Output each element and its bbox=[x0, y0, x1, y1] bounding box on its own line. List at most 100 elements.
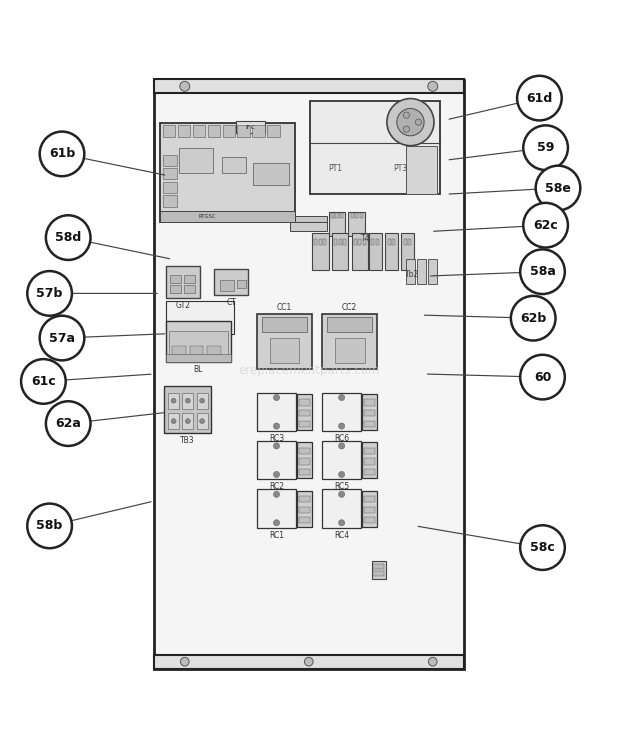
Bar bbox=[360, 212, 363, 218]
Circle shape bbox=[46, 215, 91, 260]
Bar bbox=[362, 442, 377, 478]
Bar bbox=[172, 346, 186, 355]
Bar bbox=[163, 168, 177, 180]
Bar bbox=[385, 233, 398, 270]
Circle shape bbox=[273, 423, 280, 429]
Text: GT2: GT2 bbox=[176, 301, 191, 310]
Circle shape bbox=[180, 657, 189, 666]
Bar bbox=[223, 126, 235, 137]
Bar bbox=[163, 195, 177, 206]
Circle shape bbox=[523, 126, 568, 170]
Bar bbox=[190, 346, 203, 355]
Bar bbox=[163, 126, 175, 137]
Circle shape bbox=[339, 520, 345, 526]
Bar bbox=[163, 182, 177, 193]
Bar bbox=[335, 212, 339, 218]
Bar bbox=[322, 393, 361, 431]
Bar bbox=[358, 239, 361, 245]
Bar bbox=[406, 260, 415, 284]
Bar bbox=[352, 233, 368, 270]
Bar bbox=[299, 517, 310, 524]
Text: RTGSC: RTGSC bbox=[198, 214, 216, 219]
Bar bbox=[154, 79, 464, 669]
Bar bbox=[208, 126, 220, 137]
Bar bbox=[236, 121, 265, 133]
Circle shape bbox=[403, 112, 409, 118]
Circle shape bbox=[40, 316, 84, 361]
Bar bbox=[364, 410, 375, 416]
Bar bbox=[331, 212, 334, 218]
Bar bbox=[371, 239, 374, 245]
Bar bbox=[166, 266, 200, 298]
Text: 58c: 58c bbox=[530, 541, 555, 554]
Bar bbox=[364, 420, 375, 426]
Bar bbox=[340, 212, 343, 218]
Circle shape bbox=[185, 398, 190, 403]
Text: 58a: 58a bbox=[529, 266, 556, 278]
Bar bbox=[297, 394, 312, 430]
Text: 61c: 61c bbox=[31, 375, 56, 388]
Bar bbox=[363, 239, 366, 245]
Bar bbox=[154, 79, 464, 94]
Circle shape bbox=[273, 443, 280, 449]
Circle shape bbox=[428, 82, 438, 91]
Bar bbox=[354, 239, 357, 245]
Bar bbox=[214, 269, 248, 295]
Bar bbox=[237, 126, 250, 137]
Circle shape bbox=[27, 503, 72, 548]
Bar bbox=[373, 571, 384, 576]
Text: CC1: CC1 bbox=[277, 302, 292, 311]
Bar bbox=[373, 564, 384, 569]
Bar bbox=[257, 489, 296, 528]
Bar bbox=[355, 212, 358, 218]
Bar bbox=[299, 469, 310, 475]
Bar bbox=[322, 489, 361, 528]
Text: PT3: PT3 bbox=[393, 164, 407, 173]
Bar bbox=[184, 275, 195, 283]
Text: BL: BL bbox=[193, 364, 203, 373]
Bar bbox=[160, 123, 295, 222]
Text: 62b: 62b bbox=[520, 312, 546, 325]
Circle shape bbox=[511, 296, 556, 340]
Circle shape bbox=[520, 249, 565, 294]
Text: IFC: IFC bbox=[246, 125, 255, 129]
Circle shape bbox=[339, 471, 345, 477]
Bar bbox=[253, 163, 289, 185]
Text: 57a: 57a bbox=[49, 331, 75, 345]
Bar bbox=[257, 393, 296, 431]
Bar bbox=[299, 496, 310, 503]
Bar bbox=[376, 239, 379, 245]
Bar bbox=[335, 338, 365, 363]
Circle shape bbox=[185, 419, 190, 423]
Text: T4: T4 bbox=[361, 234, 371, 243]
Circle shape bbox=[536, 165, 580, 210]
Text: 59: 59 bbox=[537, 141, 554, 154]
Bar bbox=[169, 331, 228, 358]
Bar bbox=[270, 338, 299, 363]
Bar bbox=[417, 260, 426, 284]
Circle shape bbox=[387, 99, 434, 146]
Bar bbox=[401, 233, 414, 270]
Bar bbox=[327, 317, 372, 332]
Bar bbox=[323, 239, 326, 245]
Text: 58b: 58b bbox=[37, 519, 63, 533]
Bar bbox=[299, 410, 310, 416]
Text: 62a: 62a bbox=[55, 417, 81, 430]
Bar bbox=[362, 491, 377, 527]
Bar bbox=[197, 393, 208, 408]
Text: RC4: RC4 bbox=[334, 530, 349, 540]
Bar bbox=[207, 346, 221, 355]
Bar bbox=[364, 469, 375, 475]
Bar bbox=[168, 413, 179, 429]
Bar bbox=[388, 239, 391, 245]
Text: 60: 60 bbox=[534, 370, 551, 384]
Bar bbox=[362, 394, 377, 430]
Text: CC2: CC2 bbox=[342, 302, 357, 311]
Circle shape bbox=[27, 271, 72, 316]
Circle shape bbox=[40, 132, 84, 177]
Circle shape bbox=[415, 119, 422, 125]
Circle shape bbox=[180, 82, 190, 91]
Text: RC5: RC5 bbox=[334, 482, 349, 491]
Bar bbox=[170, 285, 181, 293]
Bar bbox=[163, 155, 177, 165]
